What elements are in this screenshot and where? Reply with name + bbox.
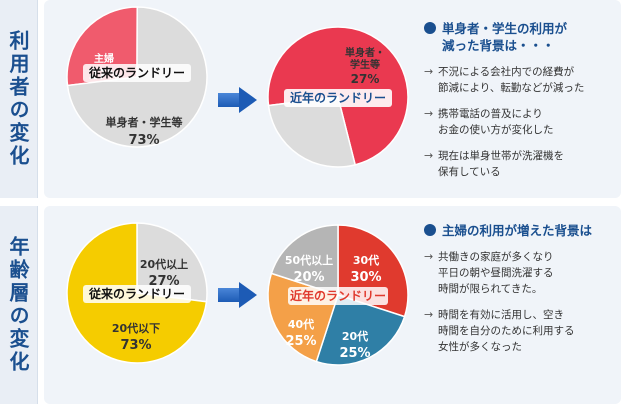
section-side-label: 利用者の変化	[0, 0, 38, 198]
pie-title-bg	[83, 285, 191, 303]
reason-item: → 時間を有効に活用し、空き 時間を自分のために利用する 女性が多くなった	[424, 307, 614, 355]
pie-title: 近年のランドリー	[290, 288, 386, 303]
after-age-pie: 30代 30% 20代 25% 40代 25% 50代以上 20% 近年のランドリー	[267, 224, 409, 366]
reason-item: → 現在は単身世帯が洗濯機を 保有している	[424, 148, 614, 180]
reasons-title: 主婦の利用が増えた背景は	[424, 222, 614, 239]
slice-name-label: 20代以下	[112, 321, 160, 335]
reasons-block-users: 単身者・学生の利用が 減った背景は・・・ → 不況による会社内での経費が 節減に…	[424, 20, 614, 180]
reasons-title-text: 単身者・学生の利用が 減った背景は・・・	[442, 21, 568, 53]
pie-slice	[136, 222, 208, 303]
right-arrow-small-icon: →	[424, 308, 434, 321]
pie-title: 従来のランドリー	[88, 65, 185, 80]
reason-text: 現在は単身世帯が洗濯機を 保有している	[438, 150, 564, 178]
circle-bullet-icon	[424, 224, 436, 236]
slice-name-label: 50代以上	[285, 253, 333, 267]
pie-title-bg	[83, 64, 191, 82]
reasons-title-text: 主婦の利用が増えた背景は	[442, 223, 593, 238]
reasons-block-age: 主婦の利用が増えた背景は → 共働きの家庭が多くなり 平日の朝や昼間洗濯する 時…	[424, 222, 614, 355]
reason-item: → 共働きの家庭が多くなり 平日の朝や昼間洗濯する 時間が限られてきた。	[424, 249, 614, 297]
slice-name-label: 30代	[353, 253, 379, 267]
slice-name-label: 単身者・学生等	[106, 115, 183, 129]
reason-text: 不況による会社内での経費が 節減により、転勤などが減った	[438, 66, 585, 94]
slice-name-label: 主婦	[94, 52, 114, 65]
pie-title: 従来のランドリー	[88, 286, 185, 301]
slice-value-label: 25%	[285, 334, 316, 349]
slice-name-label: 単身者・	[345, 46, 385, 59]
pie-title-bg	[288, 287, 388, 305]
pie-slice	[270, 224, 339, 297]
reason-text: 時間を有効に活用し、空き 時間を自分のために利用する 女性が多くなった	[438, 309, 575, 353]
slice-value-label: 73%	[120, 338, 151, 353]
slice-name-label: 40代	[288, 317, 314, 331]
right-arrow-small-icon: →	[424, 107, 434, 120]
section-side-label: 年齢層の変化	[0, 206, 38, 404]
pie-title: 近年のランドリー	[290, 90, 386, 105]
slice-value-label: 25%	[339, 346, 370, 361]
slice-name-label: 学生等	[350, 58, 380, 71]
slice-name-label: 20代	[342, 329, 368, 343]
reason-text: 共働きの家庭が多くなり 平日の朝や昼間洗濯する 時間が限られてきた。	[438, 251, 554, 295]
reason-text: 携帯電話の普及により お金の使い方が変化した	[438, 108, 554, 136]
slice-value-label: 20%	[293, 270, 324, 285]
right-arrow-small-icon: →	[424, 149, 434, 162]
circle-bullet-icon	[424, 22, 436, 34]
age-change-section: 年齢層の変化 20代以上 27% 20代以下 73% 従来のランドリー 30代 30% 20…	[0, 206, 621, 404]
slice-name-label: 20代以上	[140, 257, 188, 271]
pie-title-bg	[284, 89, 392, 107]
reason-item: → 不況による会社内での経費が 節減により、転勤などが減った	[424, 64, 614, 96]
right-arrow-small-icon: →	[424, 65, 434, 78]
slice-value-label: 30%	[350, 270, 381, 285]
slice-value-label: 27%	[351, 72, 380, 86]
pie-slice	[315, 294, 406, 366]
right-arrow-small-icon: →	[424, 250, 434, 263]
side-label-text: 利用者の変化	[6, 30, 30, 168]
side-label-text: 年齢層の変化	[6, 236, 30, 374]
reasons-title: 単身者・学生の利用が 減った背景は・・・	[424, 20, 614, 54]
reason-item: → 携帯電話の普及により お金の使い方が変化した	[424, 106, 614, 138]
pie-slice	[267, 96, 357, 168]
slice-value-label: 73%	[128, 133, 159, 148]
section-divider	[0, 199, 621, 205]
